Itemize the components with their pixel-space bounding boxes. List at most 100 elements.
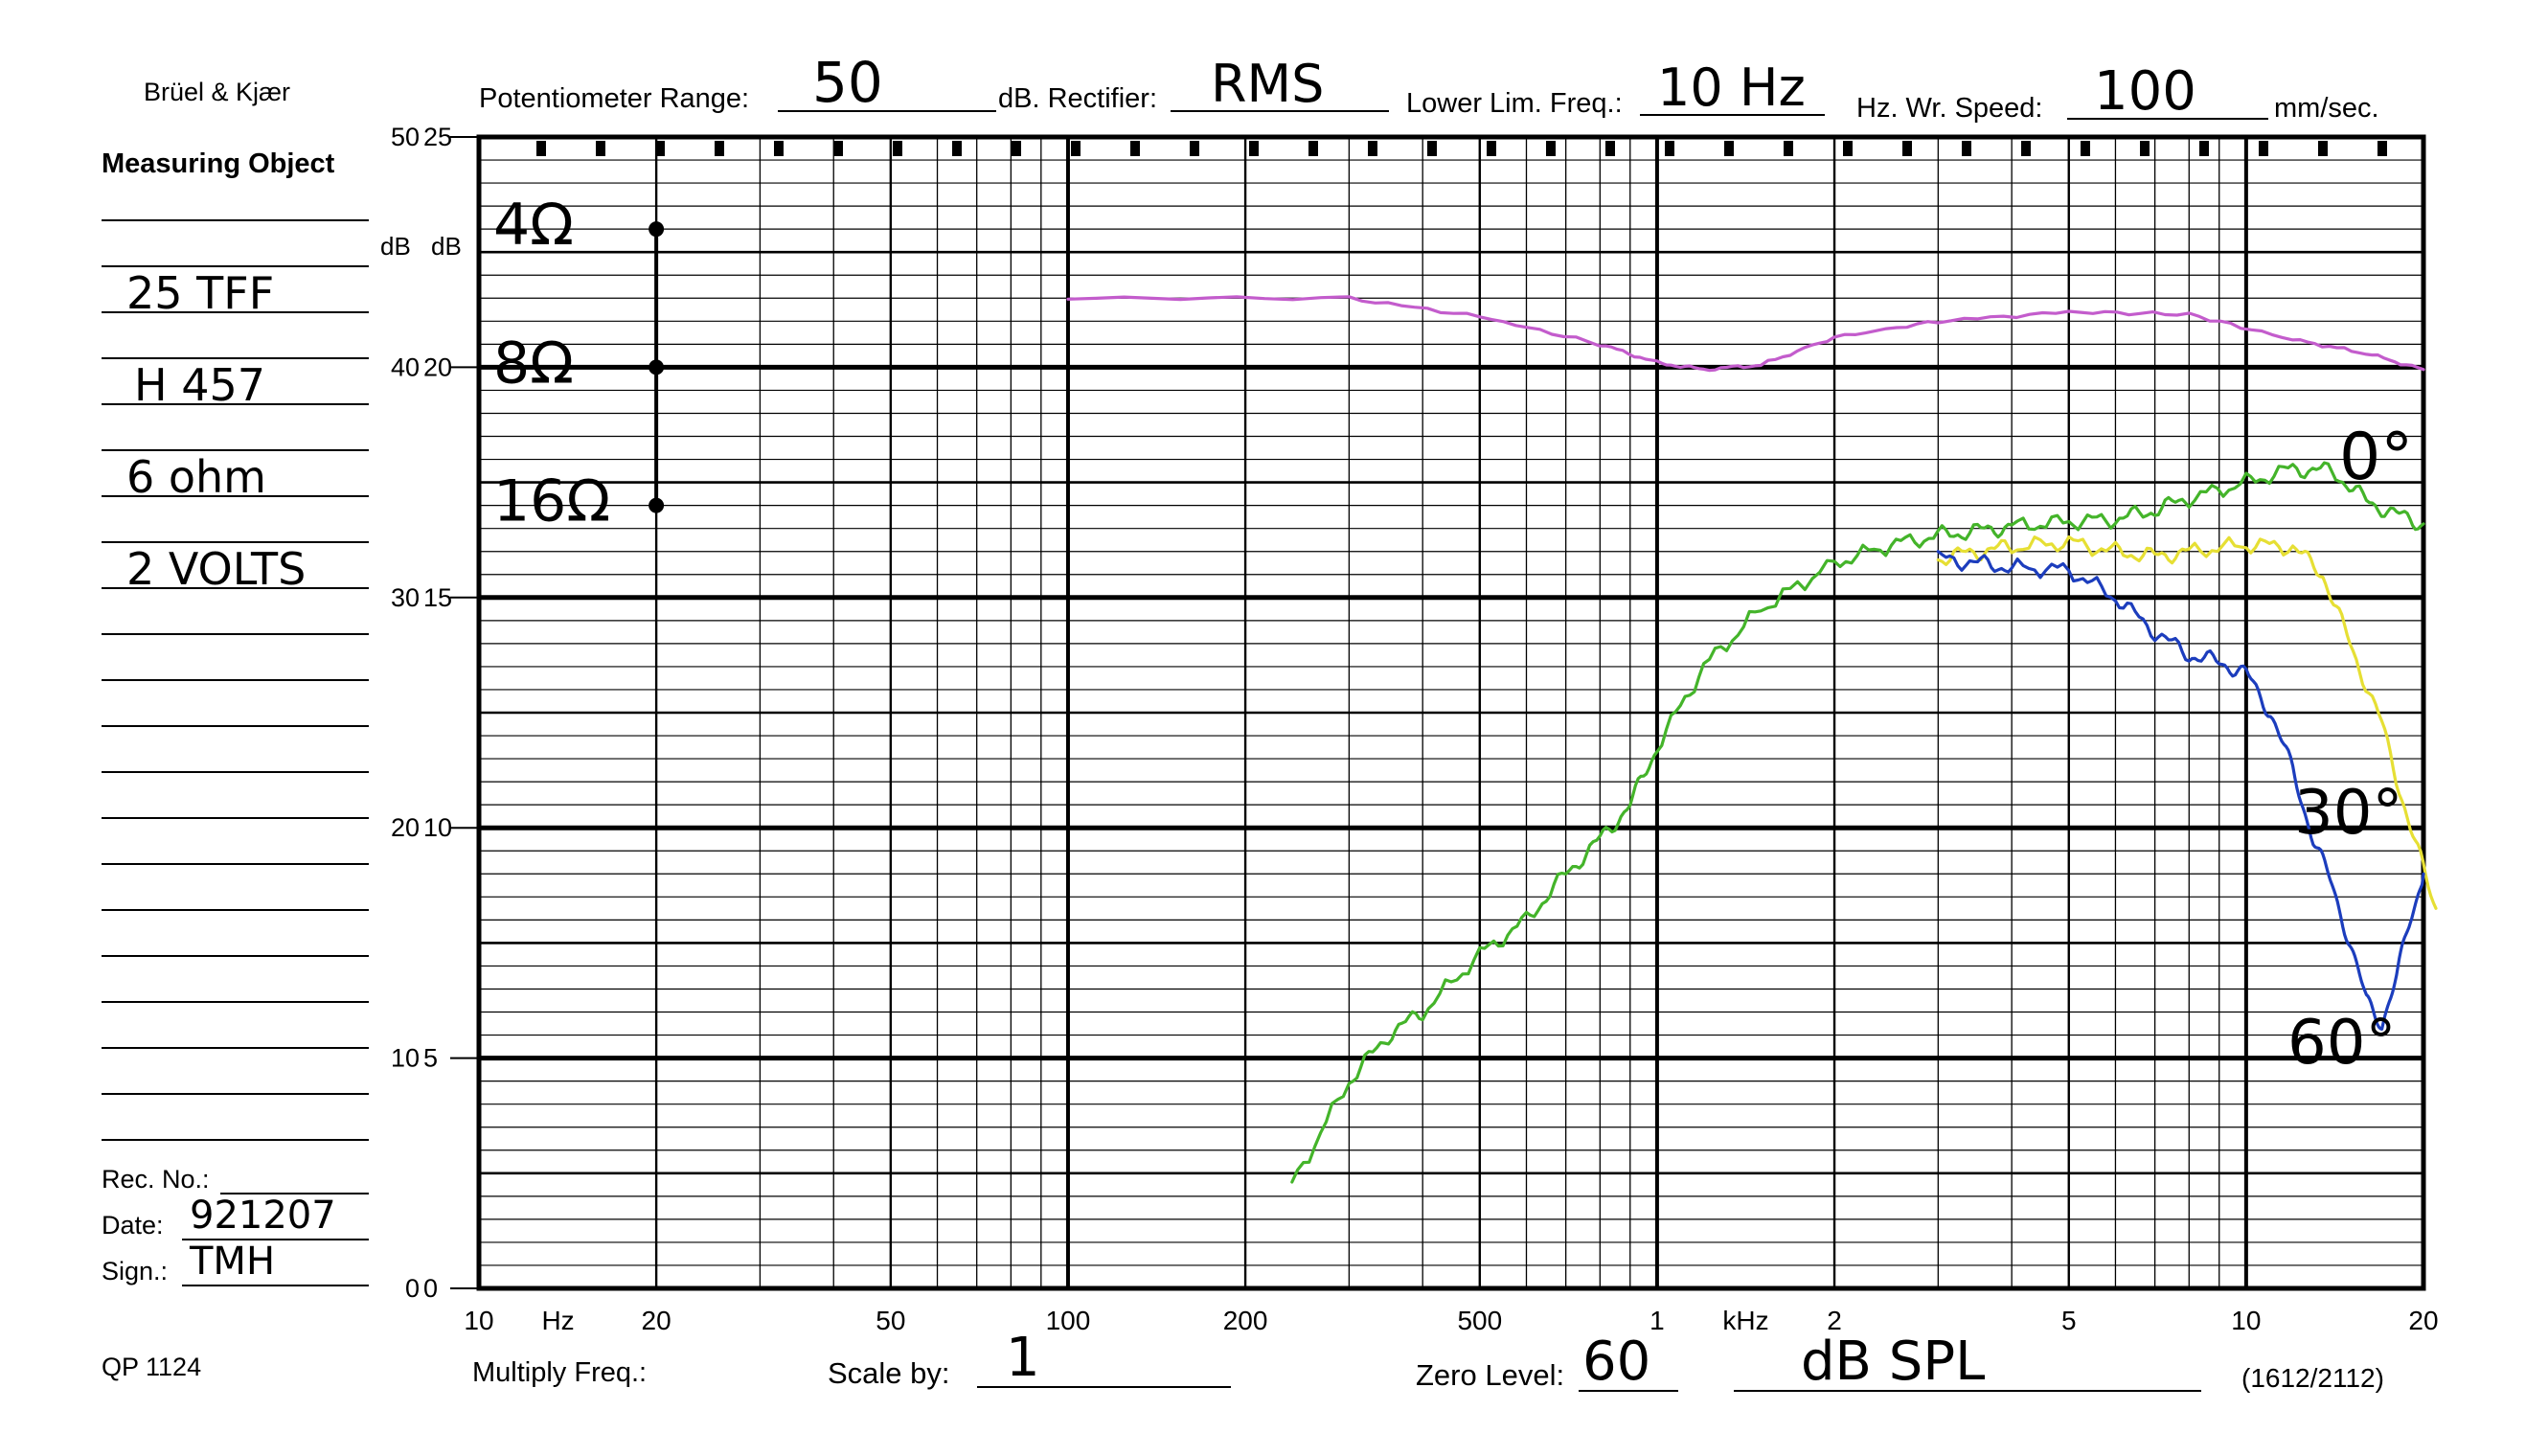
y-left-tick-label: 20	[391, 813, 420, 842]
db-rectifier-label: dB. Rectifier:	[998, 83, 1157, 114]
impedance-marker-label: 16Ω	[493, 468, 610, 535]
impedance-marker-dot	[648, 497, 665, 513]
paper-code: (1612/2112)	[2241, 1363, 2384, 1393]
y-right-tick-label: 0	[423, 1274, 438, 1303]
sprocket-mark	[1665, 141, 1674, 156]
sprocket-mark	[1368, 141, 1377, 156]
impedance-marker-label: 8Ω	[493, 330, 574, 397]
brand-label: Brüel & Kjær	[144, 78, 290, 106]
sprocket-mark	[1902, 141, 1912, 156]
sprocket-mark	[1546, 141, 1556, 156]
lower-lim-freq-label: Lower Lim. Freq.:	[1406, 88, 1623, 119]
x-tick-label: 2	[1827, 1306, 1842, 1335]
series-label-0deg: 0°	[2339, 420, 2413, 495]
measuring-object-rules	[102, 219, 369, 1141]
y-right-tick-label: 5	[423, 1044, 438, 1073]
impedance-marker-label: 4Ω	[493, 192, 574, 259]
measuring-object-label: Measuring Object	[102, 148, 335, 179]
y-left-tick-label: 10	[391, 1044, 420, 1073]
sign-value: TMH	[189, 1240, 275, 1284]
x-tick-label: 1	[1649, 1306, 1665, 1335]
sprocket-mark	[1308, 141, 1318, 156]
sprocket-mark	[1071, 141, 1081, 156]
series-label-30deg: 30°	[2294, 778, 2402, 849]
sprocket-mark	[1249, 141, 1259, 156]
sprocket-mark	[2140, 141, 2150, 156]
sprocket-mark	[2081, 141, 2090, 156]
sprocket-mark	[1784, 141, 1793, 156]
y-left-tick-label: 0	[405, 1274, 420, 1303]
x-tick-label: 5	[2061, 1306, 2077, 1335]
sprocket-mark	[536, 141, 546, 156]
x-tick-label: 200	[1223, 1306, 1268, 1335]
y-left-tick-label: 30	[391, 583, 420, 612]
sprocket-mark	[655, 141, 665, 156]
sprocket-mark	[2259, 141, 2268, 156]
measuring-object-line-2: H 457	[134, 359, 265, 411]
sprocket-mark	[596, 141, 605, 156]
y-right-tick-label: 10	[423, 813, 452, 842]
response-curve-2	[1936, 535, 2438, 910]
zero-level-label: Zero Level:	[1416, 1358, 1564, 1392]
measuring-object-line-1: 25 TFF	[126, 267, 274, 319]
y-right-tick-label: 15	[423, 583, 452, 612]
sprocket-mark	[1843, 141, 1853, 156]
y-right-tick-label: 25	[423, 123, 452, 151]
x-tick-label: 10	[2231, 1306, 2261, 1335]
measuring-object-line-4: 2 VOLTS	[126, 543, 306, 595]
impedance-scale: 4Ω 8Ω 16Ω	[493, 192, 665, 535]
x-tick-label: kHz	[1722, 1306, 1768, 1335]
zero-level-value: 60	[1582, 1331, 1650, 1393]
x-tick-label: 100	[1046, 1306, 1091, 1335]
sprocket-mark	[1130, 141, 1140, 156]
series-label-60deg: 60°	[2287, 1008, 2396, 1079]
sprocket-mark	[1190, 141, 1199, 156]
sprocket-mark	[1427, 141, 1437, 156]
impedance-marker-dot	[648, 221, 665, 238]
y-left-unit: dB	[380, 232, 411, 261]
measuring-object-line-3: 6 ohm	[126, 451, 266, 503]
sprocket-mark	[1724, 141, 1734, 156]
sprocket-mark	[833, 141, 843, 156]
x-tick-label: 20	[642, 1306, 671, 1335]
sprocket-mark	[774, 141, 784, 156]
speed-value: 100	[2094, 60, 2196, 123]
sprocket-mark	[1605, 141, 1615, 156]
x-tick-label: 20	[2408, 1306, 2438, 1335]
date-label: Date:	[102, 1211, 164, 1240]
multiply-freq-label: Multiply Freq.:	[472, 1357, 647, 1388]
potentiometer-value: 50	[812, 50, 883, 115]
form-code: QP 1124	[102, 1353, 201, 1381]
x-tick-label: 500	[1457, 1306, 1502, 1335]
x-tick-label: 50	[876, 1306, 905, 1335]
sprocket-mark	[2318, 141, 2328, 156]
response-curves	[1066, 295, 2438, 1184]
zero-level-unit: dB SPL	[1801, 1331, 1985, 1393]
y-left-tick-label: 50	[391, 123, 420, 151]
rectifier-value: RMS	[1211, 54, 1324, 114]
response-curve-3	[1936, 550, 2425, 1031]
sprocket-mark	[893, 141, 902, 156]
sprocket-mark	[2021, 141, 2031, 156]
sprocket-mark	[1962, 141, 1971, 156]
sign-label: Sign.:	[102, 1257, 168, 1285]
response-curve-0	[1066, 295, 2425, 373]
y-left-tick-label: 40	[391, 353, 420, 381]
sprocket-mark	[952, 141, 962, 156]
sprocket-mark	[2377, 141, 2387, 156]
hz-wr-speed-label: Hz. Wr. Speed:	[1856, 93, 2043, 124]
scale-by-label: Scale by:	[828, 1356, 950, 1390]
sprocket-mark	[1012, 141, 1021, 156]
impedance-marker-dot	[648, 359, 665, 375]
speed-unit: mm/sec.	[2274, 93, 2379, 124]
sprocket-mark	[2199, 141, 2209, 156]
date-value: 921207	[190, 1194, 336, 1238]
potentiometer-label: Potentiometer Range:	[479, 83, 749, 114]
lower-lim-freq-value: 10 Hz	[1657, 57, 1806, 118]
x-tick-label: 10	[464, 1306, 493, 1335]
plot-grid	[479, 137, 2423, 1288]
y-right-unit: dB	[431, 232, 462, 261]
response-curve-1	[1290, 461, 2425, 1184]
